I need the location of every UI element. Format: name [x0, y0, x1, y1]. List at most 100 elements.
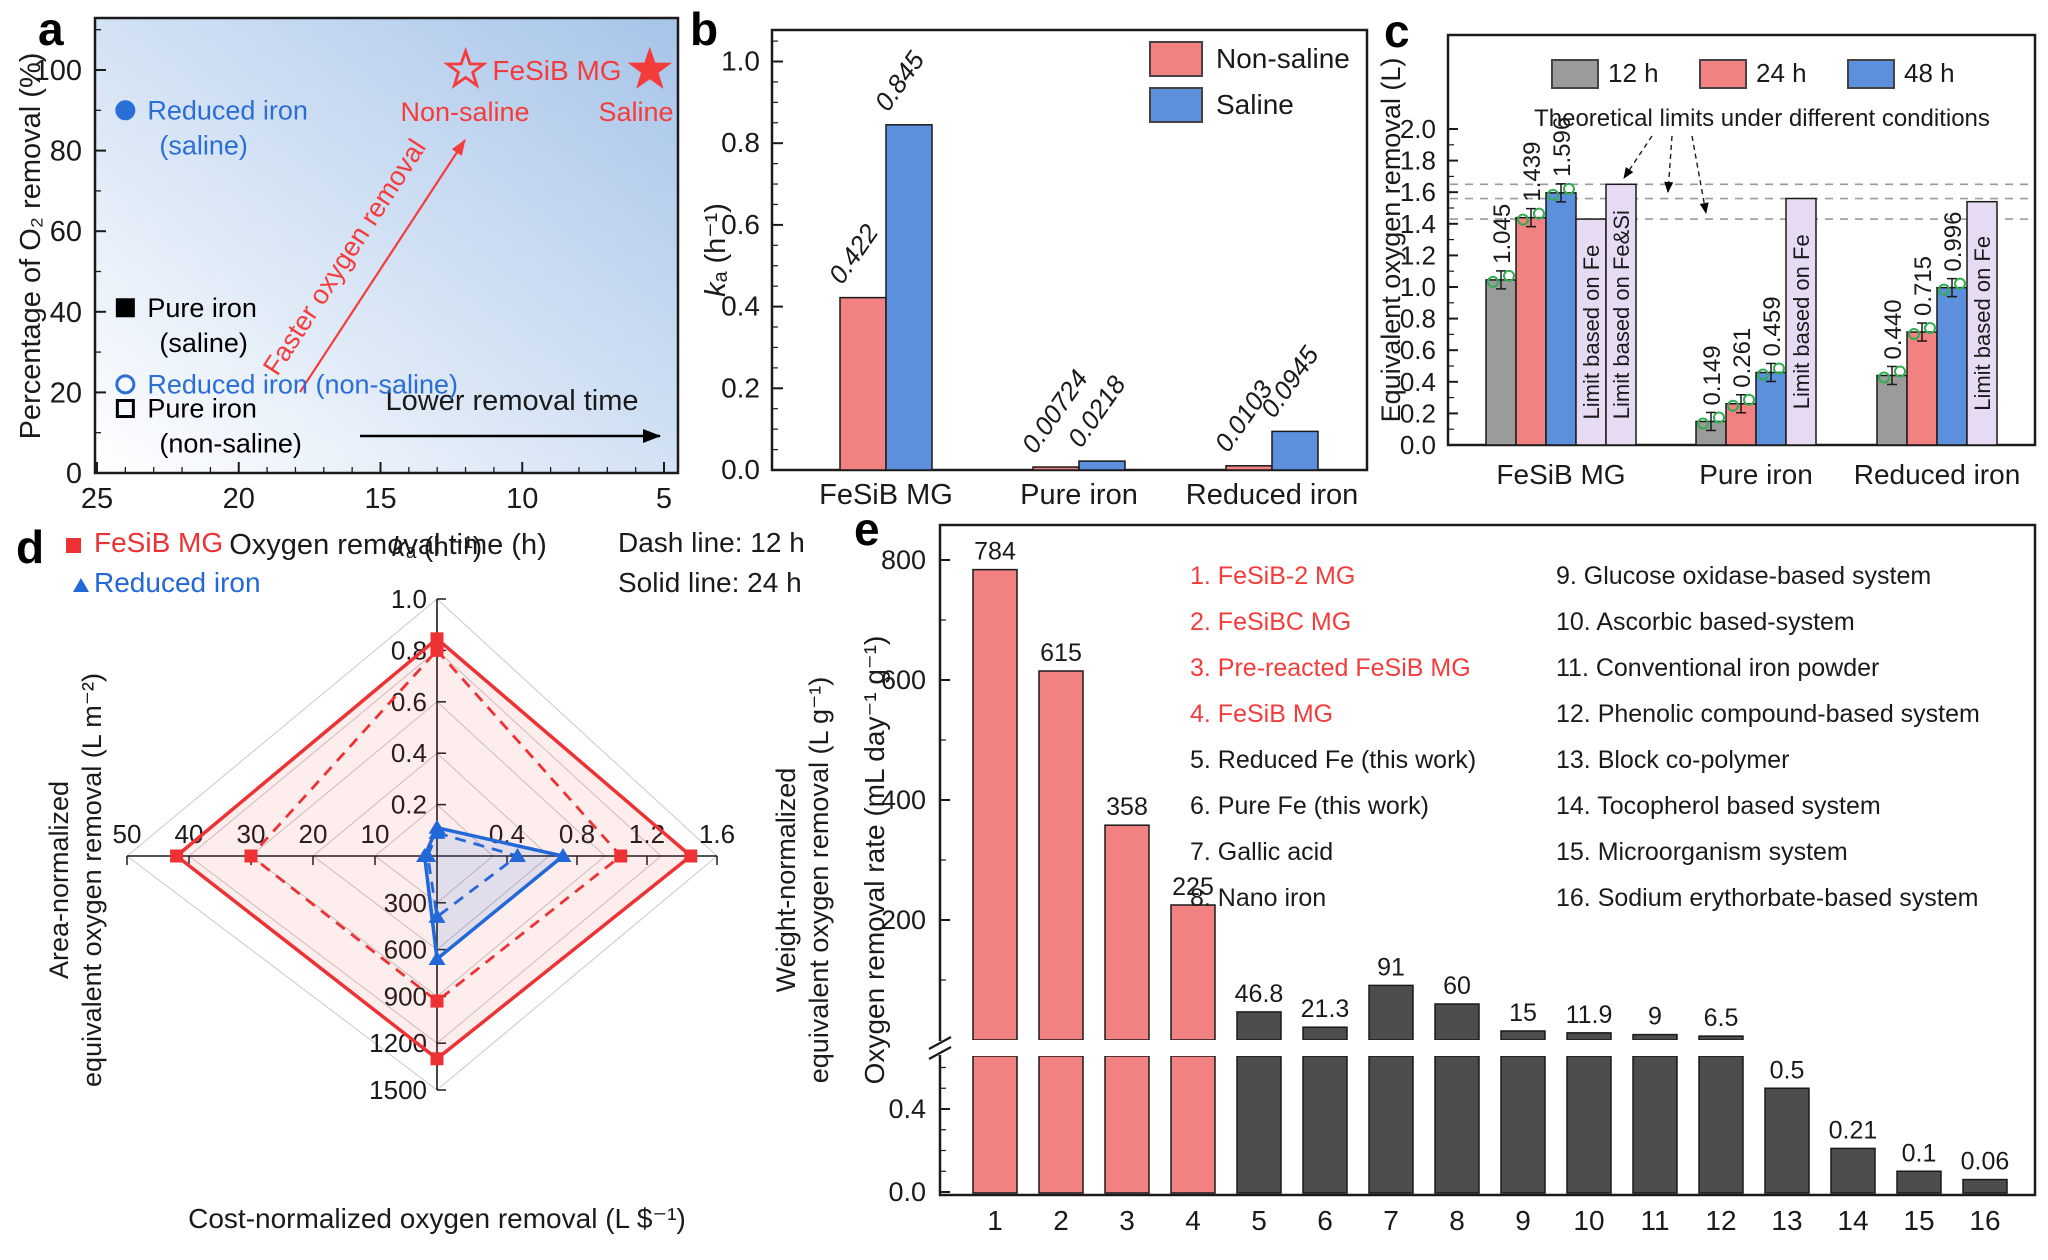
legend-label: FeSiB MG — [94, 527, 223, 558]
bar-48 h — [1545, 192, 1577, 446]
bar-upper — [1368, 984, 1414, 1041]
legend-item: 4. FeSiB MG — [1190, 700, 1333, 728]
y-tick-label: 0.4 — [888, 1094, 926, 1124]
radar-tick-label: 300 — [384, 888, 427, 918]
y-axis-title: kₐ (h⁻¹) — [700, 203, 732, 297]
line-style-note: Dash line: 12 h — [618, 527, 805, 558]
bar-Non-saline — [1225, 465, 1273, 471]
bar-Non-saline — [839, 296, 887, 471]
y-tick-label: 600 — [881, 665, 926, 695]
y-tick-label: 0.4 — [1400, 367, 1436, 397]
bar-value-label: 784 — [974, 538, 1016, 566]
bar-value-label: 6.5 — [1704, 1004, 1739, 1032]
radar-marker-square — [170, 849, 184, 863]
category-label: 11 — [1640, 1205, 1669, 1236]
panel-label-a: a — [38, 3, 64, 55]
x-axis-title: Oxygen removal time (h) — [229, 529, 547, 561]
bar-Saline — [1271, 430, 1319, 471]
radar-tick-label: 0.2 — [391, 790, 427, 820]
category-label: Pure iron — [1020, 479, 1138, 511]
bar-lower — [1566, 1055, 1612, 1194]
legend-label: Saline — [1216, 89, 1294, 120]
bar-value-label: 0.261 — [1729, 328, 1756, 388]
legend-item: 3. Pre-reacted FeSiB MG — [1190, 654, 1471, 682]
y-tick-label: 1.2 — [1400, 240, 1436, 270]
bar-Saline — [1078, 460, 1126, 471]
point-label: (non-saline) — [159, 429, 302, 459]
panel-label-c: c — [1384, 5, 1410, 57]
bar-value-label: 0.149 — [1699, 345, 1726, 405]
bar-value-label: 0.845 — [868, 45, 930, 116]
y-tick-label: 2.0 — [1400, 114, 1436, 144]
radar-marker-triangle — [428, 824, 446, 839]
bar-value-label: 1.439 — [1519, 142, 1546, 202]
legend-item: 14. Tocopherol based system — [1556, 792, 1881, 820]
bar-lower — [1170, 1055, 1216, 1194]
y-axis-title: Percentage of O₂ removal (%) — [15, 53, 47, 440]
data-point-circle — [1563, 182, 1575, 195]
bar-lower — [1302, 1055, 1348, 1194]
legend-item: 2. FeSiBC MG — [1190, 608, 1351, 636]
y-tick-label: 1.6 — [1400, 177, 1436, 207]
data-point-circle — [1713, 411, 1725, 424]
x-tick-label: 20 — [223, 483, 255, 515]
legend-swatch — [1551, 59, 1599, 89]
legend-item: 1. FeSiB-2 MG — [1190, 562, 1355, 590]
bar-value-label: 1.045 — [1489, 204, 1516, 264]
bar-48 h — [1755, 371, 1787, 446]
legend-swatch — [1847, 59, 1895, 89]
limit-bar-label: Limit based on Fe — [1789, 234, 1814, 409]
legend-item: 7. Gallic acid — [1190, 838, 1333, 866]
y-tick-label: 1.0 — [1400, 272, 1436, 302]
radar-marker-square — [684, 849, 698, 863]
lower-time-text: Lower removal time — [385, 385, 638, 417]
bar-Non-saline — [1032, 466, 1080, 471]
legend-item: 6. Pure Fe (this work) — [1190, 792, 1429, 820]
radar-tick-label: 0.6 — [391, 687, 427, 717]
radar-marker-triangle — [509, 848, 526, 862]
bar-Saline — [885, 124, 933, 471]
legend-marker-triangle — [73, 578, 89, 592]
y-tick-label: 0.0 — [1400, 430, 1436, 460]
radar-marker-triangle — [428, 950, 446, 965]
bar-value-label: 358 — [1106, 793, 1148, 821]
category-label: 7 — [1383, 1205, 1399, 1236]
radar-tick-label: 50 — [113, 819, 142, 849]
bar-upper — [1038, 670, 1084, 1041]
bar-upper — [1170, 904, 1216, 1041]
bar-lower — [1236, 1055, 1282, 1194]
radar-tick-label: 1.2 — [629, 819, 665, 849]
point-open-square — [115, 399, 135, 419]
bar-lower — [972, 1055, 1018, 1194]
bar-12 h — [1485, 279, 1517, 446]
y-tick-label: 800 — [881, 545, 926, 575]
radar-tick-label: 600 — [384, 935, 427, 965]
legend-item: 11. Conventional iron powder — [1556, 654, 1879, 682]
legend-item: 13. Block co-polymer — [1556, 746, 1789, 774]
bar-upper — [1104, 824, 1150, 1041]
data-point-circle — [1503, 269, 1515, 282]
annotation-arrow — [1691, 135, 1709, 214]
legend-label: Non-saline — [1216, 43, 1350, 74]
data-point-circle — [1727, 399, 1739, 412]
radar-tick-label: 20 — [299, 819, 328, 849]
bar-12 h — [1876, 374, 1908, 446]
bar-lower — [1038, 1055, 1084, 1194]
panel-label-b: b — [690, 3, 719, 55]
line-style-note: Solid line: 24 h — [618, 567, 802, 598]
bar-lower — [1698, 1055, 1744, 1194]
y-tick-label: 0.6 — [1400, 335, 1436, 365]
radar-marker-triangle — [554, 848, 572, 862]
bar-48 h — [1936, 286, 1968, 446]
radar-tick-label: 1500 — [369, 1075, 427, 1105]
point-filled-square — [115, 298, 135, 318]
radar-axis-title-right: equivalent oxygen removal (L g⁻¹) — [804, 677, 834, 1083]
data-point-circle — [1517, 213, 1529, 226]
data-point-circle — [1533, 207, 1545, 220]
radar-marker-triangle — [428, 908, 446, 923]
y-tick-label: 60 — [50, 216, 82, 248]
y-axis-title: Equivalent oxygen removal (L) — [1376, 58, 1406, 423]
bar-value-label: 615 — [1040, 639, 1082, 667]
axis-break-slash — [928, 1036, 952, 1050]
